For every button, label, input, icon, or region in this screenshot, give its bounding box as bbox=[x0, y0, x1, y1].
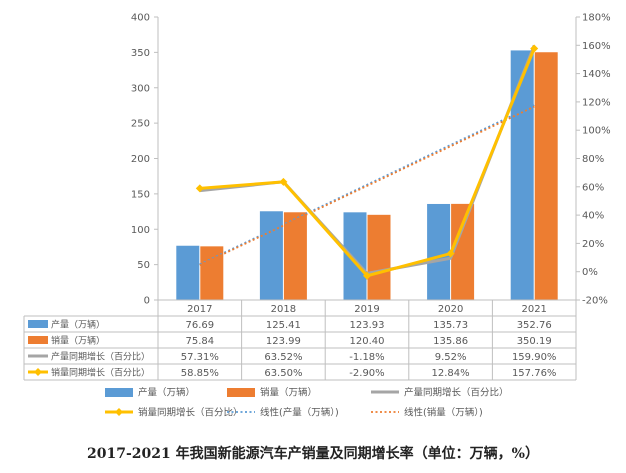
right-tick-label: 40% bbox=[582, 211, 604, 222]
table-cell: 123.93 bbox=[350, 320, 385, 331]
line-marker bbox=[446, 249, 455, 258]
category-label: 2020 bbox=[438, 304, 463, 315]
table-cell: 125.41 bbox=[266, 320, 301, 331]
right-tick-label: 120% bbox=[582, 97, 611, 108]
left-tick-label: 150 bbox=[131, 189, 150, 200]
left-tick-label: 200 bbox=[131, 154, 150, 165]
table-cell: 123.99 bbox=[266, 336, 301, 347]
legend-label: 产量同期增长（百分比） bbox=[404, 387, 509, 399]
table-cell: 9.52% bbox=[435, 352, 467, 363]
category-label: 2021 bbox=[521, 304, 546, 315]
right-axis-ticks: -20% 0% 20% 40% 60% 80% 100% 120% 140% 160% 180% bbox=[576, 13, 611, 307]
line-marker bbox=[195, 184, 204, 193]
bars bbox=[176, 50, 558, 301]
left-tick-label: 350 bbox=[131, 48, 150, 59]
trendline bbox=[199, 104, 535, 266]
row-swatch-marker bbox=[34, 368, 42, 376]
legend-swatch-marker bbox=[115, 408, 123, 416]
table-cell: -2.90% bbox=[349, 368, 384, 379]
lines bbox=[195, 44, 539, 280]
legend-label: 线性(产量（万辆）) bbox=[260, 407, 339, 419]
table-cell: 63.52% bbox=[264, 352, 302, 363]
category-label: 2019 bbox=[354, 304, 379, 315]
right-tick-label: 180% bbox=[582, 13, 611, 24]
category-label: 2017 bbox=[187, 304, 212, 315]
left-tick-label: 250 bbox=[131, 119, 150, 130]
right-tick-label: 20% bbox=[582, 239, 604, 250]
category-label: 2018 bbox=[271, 304, 296, 315]
table-cell: 352.76 bbox=[517, 320, 552, 331]
table-cell: 135.86 bbox=[433, 336, 468, 347]
left-tick-label: 0 bbox=[144, 296, 150, 307]
line-marker bbox=[530, 44, 539, 53]
bar bbox=[534, 52, 558, 301]
right-tick-label: 60% bbox=[582, 182, 604, 193]
right-tick-label: 160% bbox=[582, 41, 611, 52]
left-tick-label: 300 bbox=[131, 83, 150, 94]
right-tick-label: -20% bbox=[582, 296, 608, 307]
table-cell: -1.18% bbox=[349, 352, 384, 363]
bar bbox=[367, 214, 391, 300]
bar bbox=[451, 203, 475, 300]
left-axis-ticks: 0 50 100 150 200 250 300 350 400 bbox=[131, 13, 158, 307]
figure-caption: 2017-2021 年我国新能源汽车产销量及同期增长率（单位：万辆，%） bbox=[87, 446, 539, 462]
bar bbox=[343, 212, 367, 300]
legend-swatch bbox=[105, 388, 133, 397]
row-label: 销量同期增长（百分比） bbox=[51, 367, 150, 379]
data-table: 2017 2018 2019 2020 2021 产量（万辆） 76.69 125.41 123… bbox=[23, 299, 577, 381]
table-cell: 58.85% bbox=[181, 368, 219, 379]
table-cell: 157.76% bbox=[512, 368, 557, 379]
row-swatch bbox=[28, 336, 48, 344]
table-cell: 75.84 bbox=[185, 336, 214, 347]
right-tick-label: 140% bbox=[582, 69, 611, 80]
trendline bbox=[199, 105, 535, 267]
table-cell: 57.31% bbox=[181, 352, 219, 363]
legend-label: 销量（万辆） bbox=[260, 387, 317, 399]
left-tick-label: 100 bbox=[131, 225, 150, 236]
table-cell: 120.40 bbox=[350, 336, 385, 347]
table-cell: 63.50% bbox=[264, 368, 302, 379]
row-label: 产量同期增长（百分比） bbox=[51, 351, 150, 363]
legend-swatch bbox=[227, 388, 255, 397]
table-cell: 76.69 bbox=[185, 320, 214, 331]
legend-label: 销量同期增长（百分比） bbox=[138, 407, 243, 419]
left-tick-label: 50 bbox=[137, 260, 150, 271]
bar bbox=[427, 203, 451, 300]
line-marker bbox=[363, 271, 371, 280]
row-swatch bbox=[28, 320, 48, 328]
right-tick-label: 100% bbox=[582, 126, 611, 137]
bar bbox=[200, 246, 224, 300]
series-line bbox=[199, 44, 536, 275]
legend-label: 线性(销量（万辆）) bbox=[404, 407, 483, 419]
table-cell: 12.84% bbox=[432, 368, 470, 379]
right-tick-label: 80% bbox=[582, 154, 604, 165]
row-label: 销量（万辆） bbox=[51, 335, 105, 347]
table-cell: 159.90% bbox=[512, 352, 557, 363]
bar bbox=[176, 245, 200, 300]
bar bbox=[510, 50, 534, 300]
line-marker bbox=[279, 177, 288, 186]
table-cell: 350.19 bbox=[517, 336, 552, 347]
legend: 产量（万辆） 销量（万辆） 产量同期增长（百分比） 销量同期增长（百分比） 线性(产量（… bbox=[105, 387, 509, 419]
bar bbox=[283, 212, 307, 300]
bar bbox=[259, 211, 283, 300]
legend-label: 产量（万辆） bbox=[138, 387, 195, 399]
left-tick-label: 400 bbox=[131, 13, 150, 24]
row-label: 产量（万辆） bbox=[51, 319, 105, 331]
right-tick-label: 0% bbox=[582, 267, 598, 278]
table-cell: 135.73 bbox=[433, 320, 468, 331]
